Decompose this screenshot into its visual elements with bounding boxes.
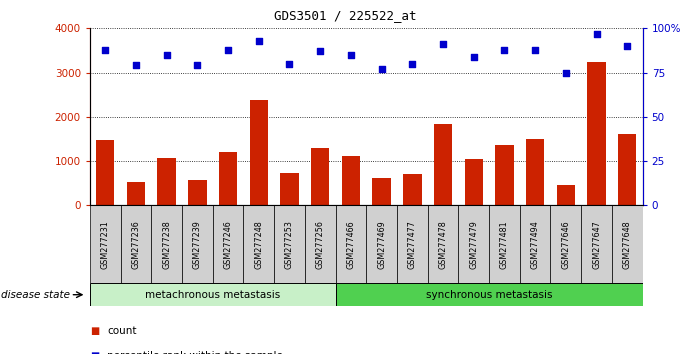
Point bbox=[131, 63, 142, 68]
Text: GSM277479: GSM277479 bbox=[469, 220, 478, 269]
Bar bbox=[403, 175, 422, 205]
Text: GSM277239: GSM277239 bbox=[193, 220, 202, 269]
FancyBboxPatch shape bbox=[90, 205, 120, 283]
Point bbox=[499, 47, 510, 52]
Point bbox=[346, 52, 357, 58]
Bar bbox=[219, 152, 237, 205]
FancyBboxPatch shape bbox=[151, 205, 182, 283]
Point bbox=[284, 61, 295, 67]
Text: GSM277236: GSM277236 bbox=[131, 220, 140, 269]
Bar bbox=[372, 178, 391, 205]
FancyBboxPatch shape bbox=[274, 205, 305, 283]
Point bbox=[314, 48, 325, 54]
Text: GSM277466: GSM277466 bbox=[346, 220, 355, 269]
FancyBboxPatch shape bbox=[489, 205, 520, 283]
Text: count: count bbox=[107, 326, 137, 336]
Text: GSM277256: GSM277256 bbox=[316, 220, 325, 269]
FancyBboxPatch shape bbox=[243, 205, 274, 283]
Text: GSM277469: GSM277469 bbox=[377, 220, 386, 269]
FancyBboxPatch shape bbox=[397, 205, 428, 283]
Bar bbox=[158, 159, 176, 205]
Text: GSM277481: GSM277481 bbox=[500, 220, 509, 269]
Text: GSM277253: GSM277253 bbox=[285, 220, 294, 269]
Bar bbox=[618, 134, 636, 205]
Bar bbox=[126, 182, 145, 205]
FancyBboxPatch shape bbox=[551, 205, 581, 283]
FancyBboxPatch shape bbox=[213, 205, 243, 283]
FancyBboxPatch shape bbox=[305, 205, 336, 283]
Point bbox=[100, 47, 111, 52]
FancyBboxPatch shape bbox=[458, 205, 489, 283]
FancyBboxPatch shape bbox=[520, 205, 551, 283]
Text: GSM277248: GSM277248 bbox=[254, 220, 263, 269]
Bar bbox=[249, 99, 268, 205]
Text: GSM277238: GSM277238 bbox=[162, 220, 171, 269]
Bar bbox=[526, 139, 545, 205]
FancyBboxPatch shape bbox=[336, 283, 643, 306]
Text: ■: ■ bbox=[90, 351, 99, 354]
Text: synchronous metastasis: synchronous metastasis bbox=[426, 290, 552, 300]
Text: GSM277478: GSM277478 bbox=[439, 220, 448, 269]
Bar bbox=[464, 159, 483, 205]
Bar bbox=[495, 145, 513, 205]
Point bbox=[253, 38, 264, 44]
Bar bbox=[587, 62, 606, 205]
Point bbox=[407, 61, 418, 67]
FancyBboxPatch shape bbox=[182, 205, 213, 283]
Text: GSM277246: GSM277246 bbox=[223, 220, 233, 269]
Text: percentile rank within the sample: percentile rank within the sample bbox=[107, 351, 283, 354]
Bar bbox=[311, 148, 330, 205]
FancyBboxPatch shape bbox=[428, 205, 458, 283]
Text: ■: ■ bbox=[90, 326, 99, 336]
Text: GSM277647: GSM277647 bbox=[592, 220, 601, 269]
Bar bbox=[188, 180, 207, 205]
Text: GDS3501 / 225522_at: GDS3501 / 225522_at bbox=[274, 9, 417, 22]
Point bbox=[529, 47, 540, 52]
Point bbox=[591, 31, 602, 36]
Text: GSM277477: GSM277477 bbox=[408, 220, 417, 269]
Bar bbox=[96, 140, 115, 205]
Bar bbox=[557, 185, 575, 205]
Point bbox=[468, 54, 480, 59]
Point bbox=[223, 47, 234, 52]
FancyBboxPatch shape bbox=[612, 205, 643, 283]
FancyBboxPatch shape bbox=[366, 205, 397, 283]
Text: GSM277231: GSM277231 bbox=[101, 220, 110, 269]
Text: GSM277646: GSM277646 bbox=[561, 220, 570, 269]
Bar bbox=[341, 156, 360, 205]
Bar bbox=[434, 124, 452, 205]
FancyBboxPatch shape bbox=[90, 283, 336, 306]
Point bbox=[560, 70, 571, 75]
Point bbox=[192, 63, 203, 68]
Point bbox=[437, 41, 448, 47]
Text: GSM277648: GSM277648 bbox=[623, 220, 632, 269]
FancyBboxPatch shape bbox=[581, 205, 612, 283]
FancyBboxPatch shape bbox=[120, 205, 151, 283]
Text: disease state: disease state bbox=[1, 290, 70, 300]
Text: GSM277494: GSM277494 bbox=[531, 220, 540, 269]
Point bbox=[376, 66, 387, 72]
Text: metachronous metastasis: metachronous metastasis bbox=[145, 290, 281, 300]
Point bbox=[622, 43, 633, 49]
Point bbox=[161, 52, 172, 58]
FancyBboxPatch shape bbox=[336, 205, 366, 283]
Bar bbox=[281, 173, 299, 205]
